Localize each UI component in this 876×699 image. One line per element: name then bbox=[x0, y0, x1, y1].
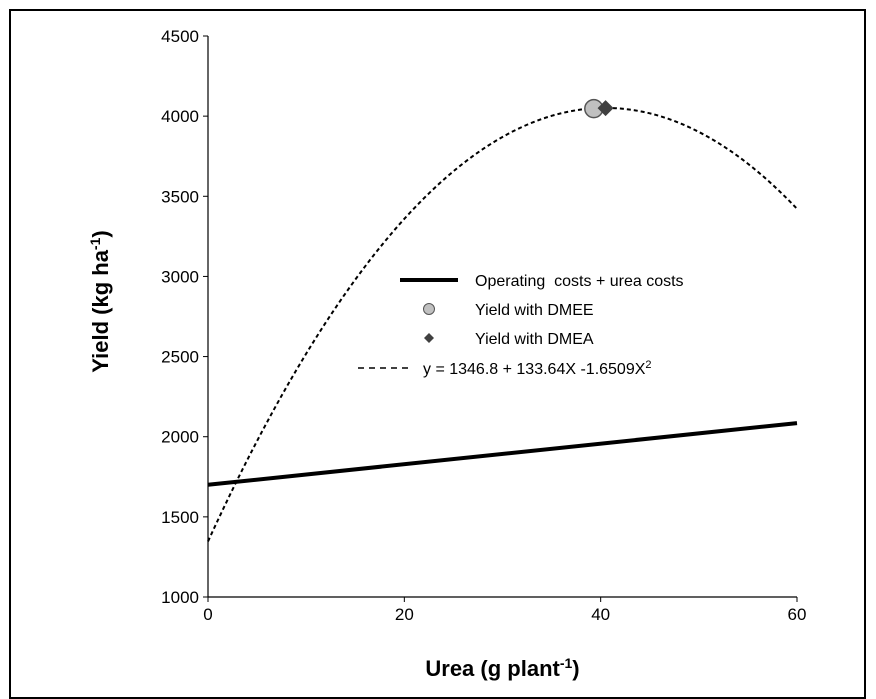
y-axis-title: Yield (kg ha-1) bbox=[87, 230, 113, 372]
legend-swatch-diamond bbox=[424, 333, 434, 343]
y-tick-label: 3500 bbox=[161, 187, 199, 206]
x-axis-title-sup: -1 bbox=[560, 655, 573, 671]
x-axis-title: Urea (g plant-1) bbox=[425, 655, 579, 681]
legend-swatch-circle bbox=[423, 303, 435, 315]
y-tick-label: 3000 bbox=[161, 267, 199, 286]
y-tick-label: 4000 bbox=[161, 107, 199, 126]
dmea-point bbox=[597, 100, 614, 117]
legend-label: Operating costs + urea costs bbox=[475, 273, 684, 290]
chart-marks bbox=[207, 98, 798, 542]
y-axis-title-sup: -1 bbox=[87, 237, 103, 250]
legend-label: Yield with DMEE bbox=[475, 302, 594, 319]
y-tick-label: 2000 bbox=[161, 428, 199, 447]
x-tick-label: 20 bbox=[395, 605, 414, 624]
legend-label-sup: 2 bbox=[645, 359, 651, 371]
y-tick-label: 2500 bbox=[161, 348, 199, 367]
x-tick-label: 40 bbox=[591, 605, 610, 624]
x-tick-label: 60 bbox=[788, 605, 807, 624]
y-tick-label: 1000 bbox=[161, 588, 199, 607]
axes: 1000 1500 2000 2500 3000 3500 4000 4500 0 20 40 60 bbox=[161, 27, 806, 624]
y-tick-label: 1500 bbox=[161, 508, 199, 527]
operating-costs-line bbox=[207, 421, 798, 487]
x-tick-label: 0 bbox=[203, 605, 212, 624]
legend: Operating costs + urea costs Yield with D… bbox=[358, 273, 684, 378]
quadratic-fit-curve bbox=[207, 106, 798, 542]
legend-label: y = 1346.8 + 133.64X -1.6509X2 bbox=[423, 359, 652, 378]
legend-label: Yield with DMEA bbox=[475, 331, 594, 348]
y-tick-label: 4500 bbox=[161, 27, 199, 46]
